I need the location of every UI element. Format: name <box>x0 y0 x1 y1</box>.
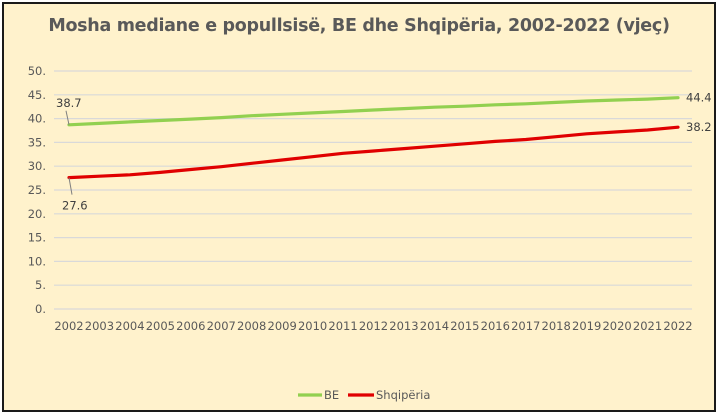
y-tick-label: 0. <box>35 302 46 316</box>
x-tick-label: 2013 <box>389 319 418 333</box>
x-tick-label: 2008 <box>237 319 266 333</box>
series-line-be <box>67 96 680 127</box>
x-axis: 2002 2003 2004 2005 2006 2007 2008 2009 2010 2011… <box>54 319 692 333</box>
x-tick-label: 2010 <box>298 319 327 333</box>
y-tick-label: 35. <box>28 135 46 149</box>
data-label-be-first: 38.7 <box>56 96 82 110</box>
data-label-be-last: 44.4 <box>686 91 712 105</box>
chart-frame: Mosha mediane e popullsisë, BE dhe Shqip… <box>2 2 716 412</box>
data-labels: 38.7 44.4 27.6 38.2 <box>56 91 712 213</box>
series-line-shqipria <box>67 125 680 180</box>
x-tick-label: 2009 <box>268 319 297 333</box>
x-tick-label: 2007 <box>207 319 236 333</box>
series-lines <box>67 96 680 180</box>
legend-label-shqiperia: Shqipëria <box>376 388 430 402</box>
legend: BE Shqipëria <box>298 388 430 402</box>
x-tick-label: 2017 <box>511 319 540 333</box>
x-tick-label: 2014 <box>420 319 449 333</box>
y-tick-label: 45. <box>28 88 46 102</box>
y-tick-label: 15. <box>28 231 46 245</box>
x-tick-label: 2002 <box>54 319 83 333</box>
x-tick-label: 2004 <box>115 319 144 333</box>
x-tick-label: 2022 <box>663 319 692 333</box>
y-tick-label: 50. <box>28 64 46 78</box>
x-tick-label: 2018 <box>542 319 571 333</box>
x-tick-label: 2006 <box>176 319 205 333</box>
y-axis: 0. 5. 10. 15. 20. 25. 30. 35. 40. 45. 50. <box>28 64 46 316</box>
x-tick-label: 2021 <box>633 319 662 333</box>
y-tick-label: 10. <box>28 254 46 268</box>
x-tick-label: 2003 <box>85 319 114 333</box>
y-tick-label: 5. <box>35 278 46 292</box>
data-label-shqiperia-first: 27.6 <box>62 199 88 213</box>
y-tick-label: 25. <box>28 183 46 197</box>
x-tick-label: 2016 <box>481 319 510 333</box>
x-tick-label: 2015 <box>450 319 479 333</box>
gridlines <box>54 70 692 310</box>
leader-line <box>68 177 73 195</box>
data-label-shqiperia-last: 38.2 <box>686 120 712 134</box>
x-tick-label: 2005 <box>146 319 175 333</box>
y-tick-label: 40. <box>28 112 46 126</box>
x-tick-label: 2019 <box>572 319 601 333</box>
leader-line <box>65 110 70 125</box>
legend-label-be: BE <box>324 388 339 402</box>
x-tick-label: 2012 <box>359 319 388 333</box>
x-tick-label: 2011 <box>328 319 357 333</box>
chart-title: Mosha mediane e popullsisë, BE dhe Shqip… <box>48 16 670 36</box>
y-tick-label: 20. <box>28 207 46 221</box>
y-tick-label: 30. <box>28 159 46 173</box>
x-tick-label: 2020 <box>602 319 631 333</box>
